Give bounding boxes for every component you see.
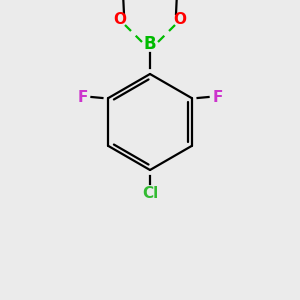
Text: F: F (212, 89, 223, 104)
Text: O: O (173, 13, 187, 28)
Text: O: O (113, 13, 127, 28)
Text: Cl: Cl (142, 187, 158, 202)
Text: F: F (77, 89, 88, 104)
Text: B: B (144, 35, 156, 53)
